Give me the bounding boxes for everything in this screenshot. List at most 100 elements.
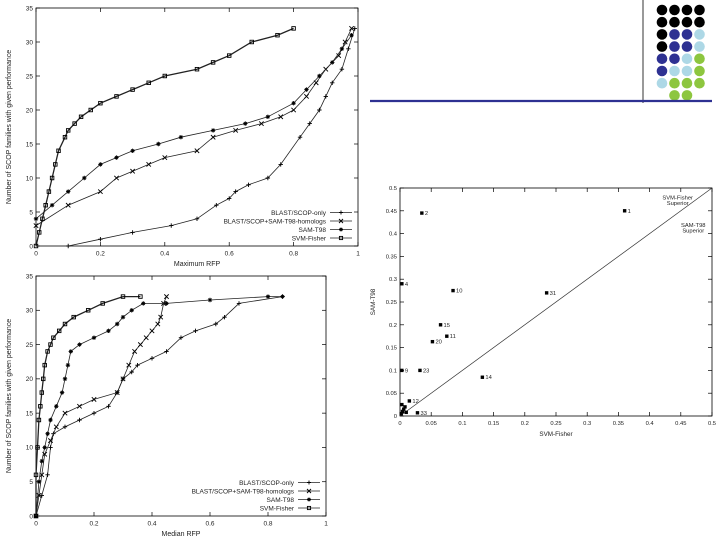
marker-cross [97, 189, 103, 195]
data-point [404, 410, 408, 415]
data-point [400, 409, 405, 414]
dot [656, 65, 668, 77]
data-point [407, 399, 412, 403]
marker-cross [155, 321, 161, 327]
dot [656, 41, 668, 52]
marker-plus [214, 203, 219, 208]
point-label: 20 [435, 340, 441, 346]
marker-square [120, 294, 126, 299]
plot-frame [35, 275, 327, 517]
marker-cross [132, 348, 138, 354]
y-tick-label: 25 [26, 342, 34, 349]
data-point [445, 334, 449, 338]
x-tick-label: 0.6 [225, 251, 234, 258]
y-tick-label: 0.3 [389, 277, 397, 283]
marker-star [66, 189, 71, 194]
marker-square [39, 390, 45, 395]
series-line [35, 27, 294, 247]
marker-square [146, 80, 151, 86]
y-tick-label: 0.25 [386, 300, 397, 306]
marker-star [164, 301, 169, 306]
marker-square [62, 134, 68, 140]
x-axis: 0 0.05 0.1 0.15 0.2 0.25 0.3 0.35 0.4 0.45 0.5 [398, 188, 716, 427]
y-axis-label: Number of SCOP families with given perfo… [6, 319, 13, 473]
marker-square [338, 235, 344, 241]
marker-square [65, 128, 71, 133]
marker-plus [164, 349, 169, 354]
series-3 [33, 294, 143, 519]
marker-square [88, 107, 93, 113]
marker-cross [53, 424, 59, 430]
series-line [35, 28, 352, 226]
marker-square [45, 349, 50, 354]
dot [656, 53, 668, 65]
dot [669, 53, 680, 65]
marker-star [120, 314, 126, 320]
y-axis-label: SAM-T98 [370, 288, 377, 315]
marker-square [85, 308, 91, 313]
marker-cross [62, 410, 68, 416]
x-tick-label: 0.4 [160, 251, 169, 258]
marker-square [72, 121, 77, 126]
marker-star [33, 216, 39, 221]
marker-star [45, 431, 50, 436]
data-point [622, 209, 627, 213]
marker-square [38, 404, 43, 409]
marker-cross [91, 396, 97, 402]
marker-star [291, 101, 296, 106]
marker-plus [77, 417, 82, 423]
marker-plus [48, 445, 53, 450]
dot [656, 16, 668, 28]
marker-square [291, 26, 296, 31]
legend-entry: BLAST/SCOP+SAM-T98-homologs [224, 219, 327, 226]
marker-cross [47, 438, 54, 444]
marker-square [43, 202, 48, 208]
marker-square [37, 230, 42, 235]
data-point [399, 412, 403, 416]
y-tick-label: 15 [26, 141, 34, 148]
y-tick-label: 0.4 [389, 232, 398, 238]
series-3 [33, 26, 296, 249]
marker-cross [233, 127, 239, 133]
marker-star [59, 390, 65, 395]
x-tick-label: 0 [398, 421, 401, 427]
marker-star [42, 445, 47, 450]
marker-star [130, 148, 135, 153]
dot [656, 4, 668, 16]
dot [669, 65, 680, 77]
x-axis-label: Maximum RFP [174, 261, 221, 268]
y-tick-label: 5 [29, 209, 33, 216]
svm-vs-samt98-scatter-plot: 0 0.05 0.1 0.15 0.2 0.25 0.3 0.35 0.4 0.45 0.5 0 0.0… [370, 186, 716, 438]
y-axis-label: Number of SCOP families with given perfo… [6, 50, 13, 204]
marker-star [280, 294, 285, 299]
marker-cross [338, 218, 344, 224]
marker-plus [213, 321, 218, 327]
y-tick-label: 30 [26, 39, 34, 46]
marker-square [306, 505, 312, 511]
marker-star [349, 33, 354, 38]
marker-star [339, 227, 343, 232]
marker-square [210, 60, 216, 65]
marker-cross [114, 390, 120, 396]
data-point [420, 211, 424, 215]
point-label: 9 [405, 368, 408, 374]
marker-cross [137, 342, 143, 348]
marker-star [243, 121, 248, 126]
marker-square [33, 513, 39, 519]
marker-square [36, 417, 42, 423]
series-1 [33, 25, 355, 229]
y-tick-label: 35 [26, 5, 34, 12]
point-label: 10 [456, 289, 462, 295]
marker-plus [129, 369, 134, 375]
y-tick-label: 10 [26, 175, 34, 182]
marker-plus [330, 80, 335, 85]
marker-star [68, 349, 73, 354]
marker-star [210, 128, 216, 133]
marker-star [106, 328, 111, 334]
marker-cross [76, 403, 83, 409]
marker-plus [297, 135, 303, 140]
data-point [400, 368, 404, 373]
y-tick-label: 0 [394, 414, 397, 420]
marker-star [114, 155, 119, 160]
